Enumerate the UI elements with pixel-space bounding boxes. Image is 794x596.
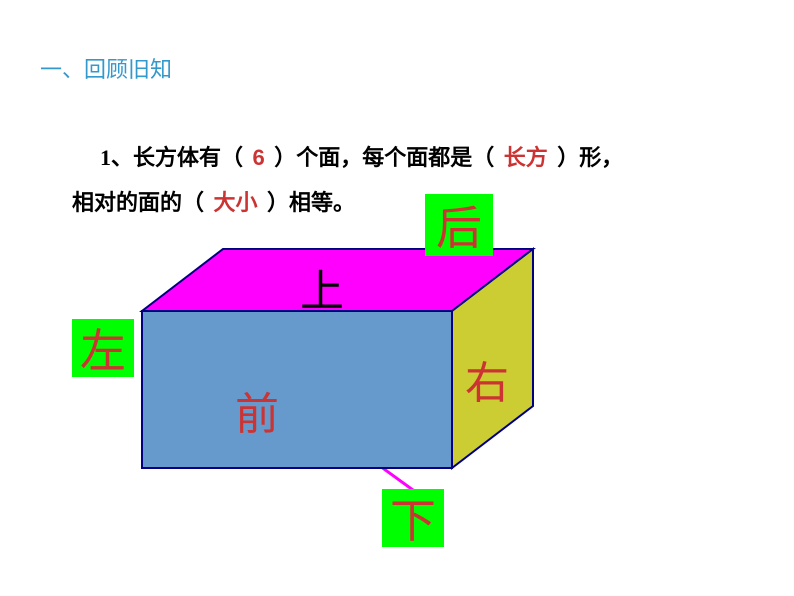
q2-blank3: 大小 <box>210 190 262 215</box>
section-title: 一、回顾旧知 <box>40 52 172 84</box>
face-label-right: 右 <box>465 347 509 411</box>
q2-suffix: ）相等。 <box>267 190 355 215</box>
label-box-left: 左 <box>72 319 134 377</box>
q2-prefix: 相对的面的（ <box>72 190 204 215</box>
label-bottom-text: 下 <box>390 485 436 551</box>
q1-mid1: ）个面，每个面都是（ <box>274 145 494 170</box>
q1-suffix: ）形， <box>557 145 623 170</box>
cuboid-front-face <box>142 311 452 468</box>
question-line-1: 1、长方体有（ 6 ）个面，每个面都是（ 长方 ）形， <box>100 140 623 172</box>
label-left-text: 左 <box>80 315 126 381</box>
face-label-front: 前 <box>235 378 279 442</box>
q1-blank1: 6 <box>249 145 269 170</box>
label-box-bottom: 下 <box>382 489 444 547</box>
label-back-text: 后 <box>436 192 482 258</box>
question-line-2: 相对的面的（ 大小 ）相等。 <box>72 185 355 217</box>
label-box-back: 后 <box>425 194 493 256</box>
q1-prefix: 1、长方体有（ <box>100 145 243 170</box>
q1-blank2: 长方 <box>500 145 552 170</box>
face-label-top: 上 <box>300 255 344 319</box>
